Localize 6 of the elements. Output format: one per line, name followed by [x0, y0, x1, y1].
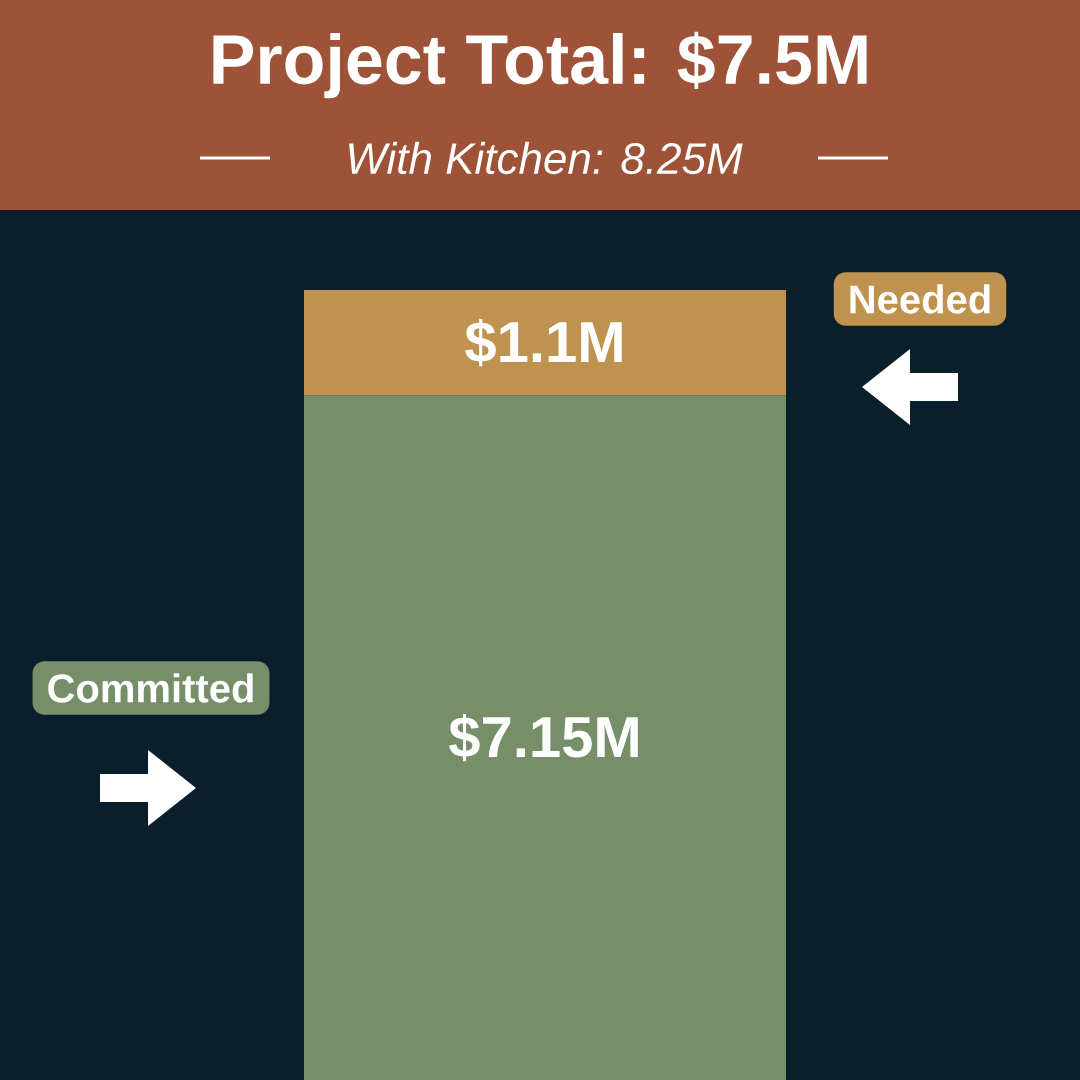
series-label: Committed [48, 673, 253, 703]
series-label: Needed [850, 284, 990, 314]
data-label: $1.1M [465, 318, 622, 367]
data-label: $7.15M [449, 713, 638, 762]
chart-subtitle: With Kitchen: 8.25M [349, 141, 743, 175]
chart-title: Project Total: $7.5M [213, 31, 867, 99]
